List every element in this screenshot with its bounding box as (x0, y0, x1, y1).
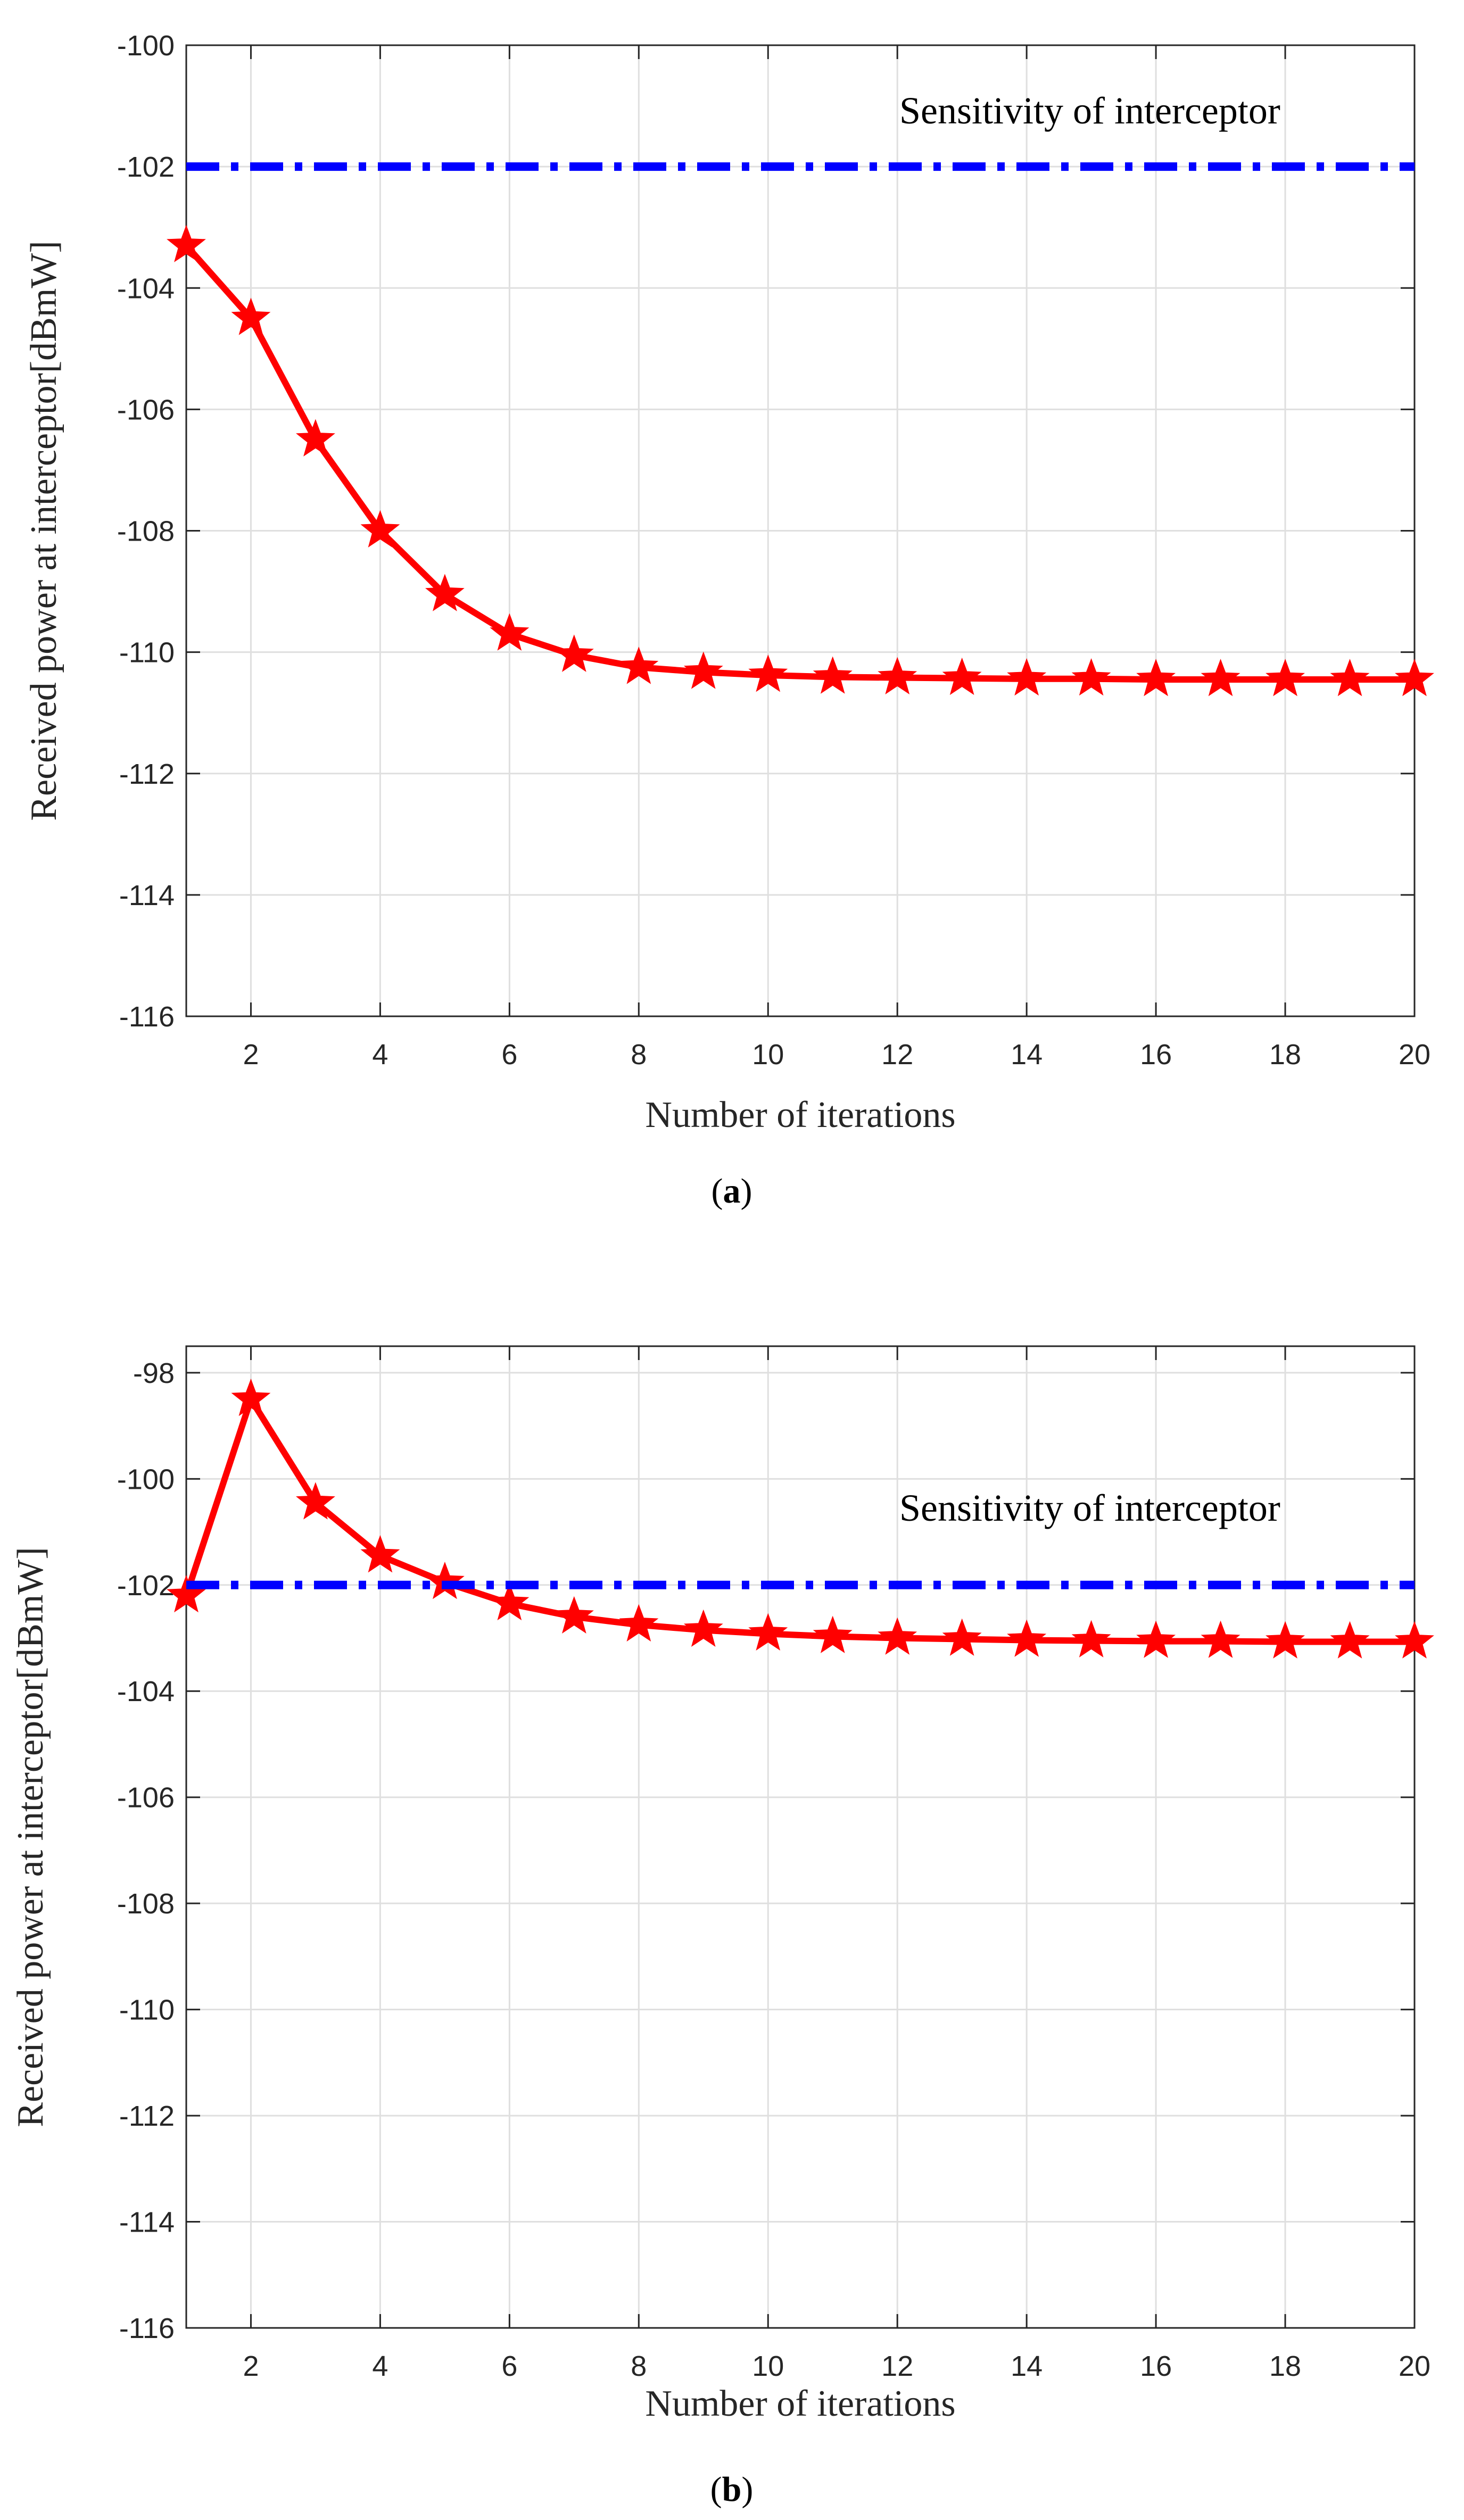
power-point-a (1395, 659, 1434, 697)
power-point-a (231, 297, 271, 335)
power-point-b (748, 1613, 788, 1651)
power-point-b (360, 1535, 400, 1573)
y-axis-label-a: Received power at interceptor[dBmW] (23, 241, 64, 820)
power-point-a (748, 654, 788, 692)
power-point-a (425, 574, 465, 611)
x-tick-label-a: 20 (1399, 1039, 1430, 1071)
y-tick-label-b: -100 (117, 1463, 175, 1495)
power-point-b (425, 1561, 465, 1599)
y-tick-label-b: -112 (119, 2100, 175, 2132)
power-point-a (1201, 659, 1240, 697)
power-point-b (554, 1596, 594, 1634)
x-tick-label-a: 14 (1011, 1039, 1043, 1071)
power-point-b (1007, 1619, 1047, 1657)
y-tick-label-b: -108 (117, 1888, 175, 1920)
power-point-b (813, 1615, 853, 1653)
x-tick-label-b: 14 (1011, 2350, 1043, 2382)
y-tick-label-a: -106 (117, 394, 175, 426)
y-tick-label-b: -114 (119, 2207, 175, 2239)
y-tick-label-a: -108 (117, 516, 175, 548)
power-point-b (942, 1618, 982, 1656)
y-axis-label-b: Received power at interceptor[dBmW] (10, 1547, 51, 2127)
y-tick-label-b: -102 (117, 1570, 175, 1602)
y-tick-label-b: -106 (117, 1782, 175, 1814)
power-point-b (878, 1617, 917, 1655)
power-point-a (554, 634, 594, 672)
x-tick-label-a: 4 (372, 1039, 388, 1071)
plot-area-b (186, 1346, 1415, 2328)
x-tick-label-b: 8 (631, 2350, 647, 2382)
y-tick-label-a: -116 (119, 1001, 175, 1033)
y-tick-label-a: -104 (117, 272, 175, 304)
panel-b: 2 4 6 8 10 12 14 16 18 20 -116 -114 -112 -110 -108 -106… (10, 1345, 1434, 2424)
x-tick-label-b: 6 (501, 2350, 517, 2382)
power-point-b (295, 1482, 335, 1520)
caption-b: (b) (710, 2470, 754, 2509)
sensitivity-annotation-a: Sensitivity of interceptor (899, 89, 1280, 132)
panel-a: 2 4 6 8 10 12 14 16 18 20 -116 -114 -112 -110 -108 -106… (23, 30, 1434, 1135)
x-tick-label-a: 6 (501, 1039, 517, 1071)
x-axis-label-b: Number of iterations (645, 2383, 955, 2424)
x-tick-label-b: 2 (243, 2350, 259, 2382)
power-point-a (813, 656, 853, 694)
power-point-b (1201, 1620, 1240, 1658)
x-tick-label-b: 4 (372, 2350, 388, 2382)
x-tick-label-b: 18 (1269, 2350, 1301, 2382)
power-point-a (619, 646, 659, 684)
sensitivity-annotation-b: Sensitivity of interceptor (899, 1487, 1280, 1529)
y-tick-label-a: -100 (117, 30, 175, 62)
y-tick-label-a: -114 (119, 880, 175, 911)
x-tick-label-a: 2 (243, 1039, 259, 1071)
power-point-a (1071, 658, 1111, 696)
power-point-b (1395, 1621, 1434, 1659)
x-tick-label-a: 8 (631, 1039, 647, 1071)
power-point-a (878, 657, 917, 695)
y-tick-label-b: -98 (133, 1357, 175, 1389)
power-point-a (167, 225, 206, 262)
power-point-a (295, 419, 335, 457)
power-point-b (1136, 1620, 1176, 1658)
y-tick-label-b: -110 (119, 1994, 175, 2026)
caption-a: (a) (712, 1172, 752, 1211)
power-point-a (1136, 659, 1176, 697)
x-tick-label-a: 16 (1140, 1039, 1172, 1071)
y-tick-label-a: -110 (119, 637, 175, 669)
power-point-b (1071, 1620, 1111, 1657)
power-point-b (1266, 1621, 1305, 1659)
power-point-a (1007, 658, 1047, 696)
y-tick-label-a: -112 (119, 758, 175, 790)
power-point-b (167, 1574, 206, 1613)
y-tick-label-b: -104 (117, 1676, 175, 1707)
x-axis-label-a: Number of iterations (645, 1095, 955, 1135)
power-point-a (490, 613, 530, 651)
x-tick-label-b: 20 (1399, 2350, 1430, 2382)
power-point-a (360, 510, 400, 548)
power-point-b (490, 1582, 530, 1621)
power-point-a (1330, 659, 1370, 697)
x-tick-label-b: 10 (752, 2350, 784, 2382)
power-point-a (1266, 659, 1305, 697)
power-point-b (619, 1604, 659, 1642)
x-tick-label-a: 10 (752, 1039, 784, 1071)
x-tick-label-b: 12 (881, 2350, 913, 2382)
power-point-a (942, 657, 982, 695)
power-point-b (1330, 1621, 1370, 1659)
power-point-a (683, 651, 723, 689)
x-tick-label-a: 12 (881, 1039, 913, 1071)
x-tick-label-a: 18 (1269, 1039, 1301, 1071)
power-point-b (683, 1609, 723, 1647)
axes-box-b (185, 1345, 1416, 2329)
y-tick-label-b: -116 (119, 2312, 175, 2344)
x-tick-label-b: 16 (1140, 2350, 1172, 2382)
power-point-b (231, 1378, 271, 1416)
y-tick-label-a: -102 (117, 151, 175, 183)
